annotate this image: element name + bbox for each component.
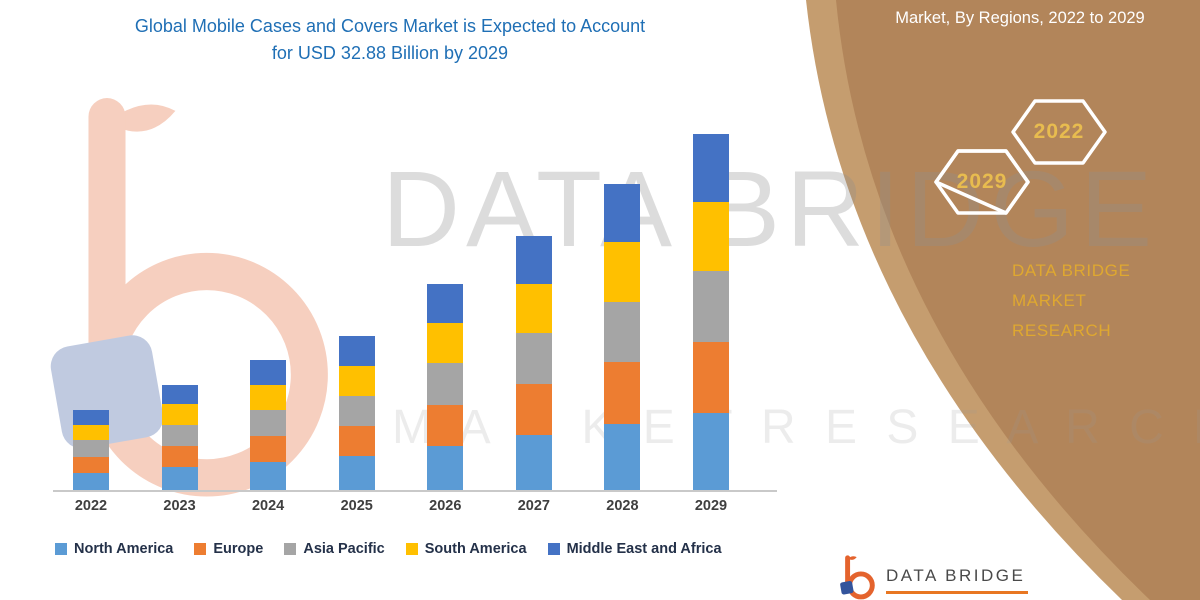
bar-segment-europe — [338, 426, 375, 457]
bar-segment-south-america — [515, 284, 552, 334]
bar-segment-asia-pacific — [250, 409, 287, 436]
bar-segment-asia-pacific — [604, 301, 641, 363]
legend-label: Middle East and Africa — [566, 541, 722, 557]
hexagon-year-label: 2029 — [956, 170, 1008, 193]
bar-segment-north-america — [515, 434, 552, 490]
x-label-2027: 2027 — [517, 498, 550, 514]
bar-segment-asia-pacific — [161, 425, 198, 446]
x-label-2025: 2025 — [340, 498, 373, 514]
bar-segment-south-america — [161, 404, 198, 426]
x-label-2028: 2028 — [606, 498, 639, 514]
legend-swatch — [194, 543, 207, 555]
bar-segment-middle-east-and-africa — [161, 384, 198, 405]
legend-swatch — [55, 543, 67, 555]
hexagon-outline-icon — [1011, 99, 1107, 165]
chart-title: Global Mobile Cases and Covers Market is… — [40, 13, 740, 67]
legend-item-north-america: North America — [55, 541, 173, 557]
bar-segment-north-america — [604, 424, 641, 490]
chart-title-line2: for USD 32.88 Billion by 2029 — [271, 43, 509, 63]
bar-segment-middle-east-and-africa — [427, 284, 464, 324]
bar-segment-north-america — [692, 413, 729, 490]
bar-segment-north-america — [427, 445, 464, 490]
chart-plot — [53, 128, 777, 492]
panel-brand-text: DATA BRIDGE MARKET RESEARCH — [1012, 256, 1200, 346]
bar-segment-north-america — [73, 472, 109, 490]
legend-item-south-america: South America — [405, 541, 527, 557]
legend-label: Europe — [213, 541, 264, 557]
legend-swatch — [284, 543, 297, 555]
logo-blue-shape — [840, 580, 854, 595]
footer-brand-text: DATA BRIDGE — [886, 566, 1026, 585]
bar-segment-middle-east-and-africa — [604, 183, 641, 243]
bar-segment-europe — [515, 383, 552, 435]
bar-segment-europe — [604, 362, 641, 424]
bar-2023 — [161, 384, 198, 490]
legend-label: Asia Pacific — [303, 541, 385, 557]
legend-label: South America — [424, 541, 527, 557]
x-label-2024: 2024 — [251, 498, 285, 514]
hexagon-outline-icon — [934, 149, 1030, 215]
bar-segment-middle-east-and-africa — [250, 360, 287, 385]
bar-segment-asia-pacific — [73, 440, 109, 457]
bar-segment-south-america — [250, 384, 287, 410]
chart-legend: North America Europe Asia Pacific South Ame… — [55, 541, 722, 557]
bar-segment-south-america — [338, 365, 375, 396]
bar-segment-middle-east-and-africa — [73, 409, 109, 426]
bar-segment-middle-east-and-africa — [338, 336, 375, 366]
bar-segment-north-america — [161, 467, 198, 490]
legend-item-asia-pacific: Asia Pacific — [284, 541, 385, 557]
bar-segment-south-america — [692, 201, 729, 272]
watermark-databridge-text: DATA BRIDGE — [382, 148, 1159, 269]
bar-segment-south-america — [73, 425, 109, 441]
bar-2027 — [515, 235, 552, 490]
x-label-2026: 2026 — [429, 498, 462, 514]
x-label-2029: 2029 — [694, 498, 728, 514]
bar-segment-middle-east-and-africa — [692, 133, 729, 202]
legend-item-middle-east-and-africa: Middle East and Africa — [547, 541, 722, 557]
brand-line1: DATA BRIDGE MARKET — [1012, 261, 1131, 310]
x-label-2022: 2022 — [74, 498, 108, 514]
bar-2022 — [73, 409, 109, 490]
bar-2024 — [250, 360, 287, 490]
panel-title: Market, By Regions, 2022 to 2029 — [895, 9, 1145, 27]
hexagon-2029: 2029 — [933, 148, 1031, 216]
bar-segment-asia-pacific — [338, 395, 375, 427]
bar-2025 — [338, 336, 375, 490]
brand-line2: RESEARCH — [1012, 321, 1112, 340]
legend-label: North America — [74, 541, 174, 557]
bar-segment-europe — [73, 456, 109, 473]
panel-main-shape — [836, 0, 1200, 600]
bar-2026 — [427, 284, 464, 490]
logo-bowl-shape — [85, 252, 328, 497]
bar-2029 — [692, 133, 729, 490]
bar-segment-north-america — [338, 456, 375, 490]
footer-orange-underline — [886, 591, 1028, 594]
bar-segment-asia-pacific — [692, 271, 729, 342]
bar-segment-asia-pacific — [427, 363, 464, 405]
hexagon-year-label: 2022 — [1033, 120, 1085, 143]
bar-2028 — [604, 183, 641, 490]
bar-segment-south-america — [427, 323, 464, 364]
bar-segment-europe — [692, 341, 729, 414]
legend-item-europe: Europe — [194, 541, 263, 557]
legend-swatch — [547, 543, 560, 555]
x-label-2023: 2023 — [163, 498, 196, 514]
bar-segment-middle-east-and-africa — [515, 235, 552, 285]
x-axis-labels: 2022 2023 2024 2025 2026 2027 2028 2029 — [53, 498, 777, 518]
bar-segment-europe — [427, 404, 464, 446]
logo-bowl-shape — [847, 571, 875, 600]
bar-segment-asia-pacific — [515, 333, 552, 384]
footer-databridge-logo-icon — [840, 555, 875, 600]
legend-swatch — [405, 543, 418, 555]
chart-title-line1: Global Mobile Cases and Covers Market is… — [134, 16, 646, 36]
hexagon-2022: 2022 — [1010, 98, 1108, 166]
bar-segment-europe — [161, 445, 198, 468]
logo-leaf-shape — [107, 104, 176, 132]
bar-segment-europe — [250, 435, 287, 462]
bar-segment-north-america — [250, 461, 287, 490]
bar-segment-south-america — [604, 242, 641, 302]
